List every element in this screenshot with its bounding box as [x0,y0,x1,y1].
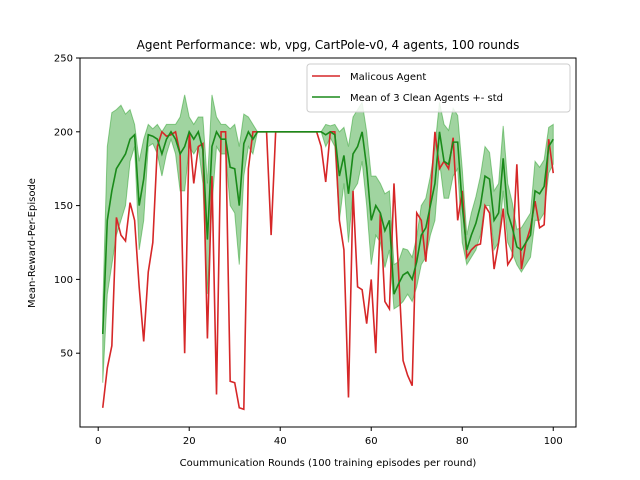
y-axis-ticks: 50 100 150 200 250 [54,54,80,360]
x-tick-label: 100 [544,436,563,447]
malicious-agent-line [101,130,555,411]
y-tick-label: 150 [54,201,73,212]
x-tick-label: 20 [183,436,196,447]
legend-label-clean: Mean of 3 Clean Agents +- std [350,93,503,104]
clean-agents-mean-line [101,129,554,335]
x-tick-label: 0 [95,436,101,447]
axes-frame [79,57,577,428]
legend-box [306,63,571,113]
y-tick-label: 200 [54,127,73,138]
legend: Malicous Agent Mean of 3 Clean Agents +-… [306,63,571,113]
y-tick-label: 250 [54,54,73,65]
x-tick-label: 80 [456,436,469,447]
chart-title: Agent Performance: wb, vpg, CartPole-v0,… [137,38,520,52]
x-axis-ticks: 0 20 40 60 80 100 [95,427,563,447]
y-tick-label: 100 [54,275,73,286]
y-tick-label: 50 [60,349,73,360]
plot-area [101,94,555,411]
y-axis-label: Mean-Reward-Per-Episode [27,178,38,308]
x-tick-label: 40 [274,436,287,447]
legend-label-malicious: Malicous Agent [350,72,426,83]
x-axis-label: Coummunication Rounds (100 training epis… [180,458,477,469]
x-tick-label: 60 [365,436,378,447]
